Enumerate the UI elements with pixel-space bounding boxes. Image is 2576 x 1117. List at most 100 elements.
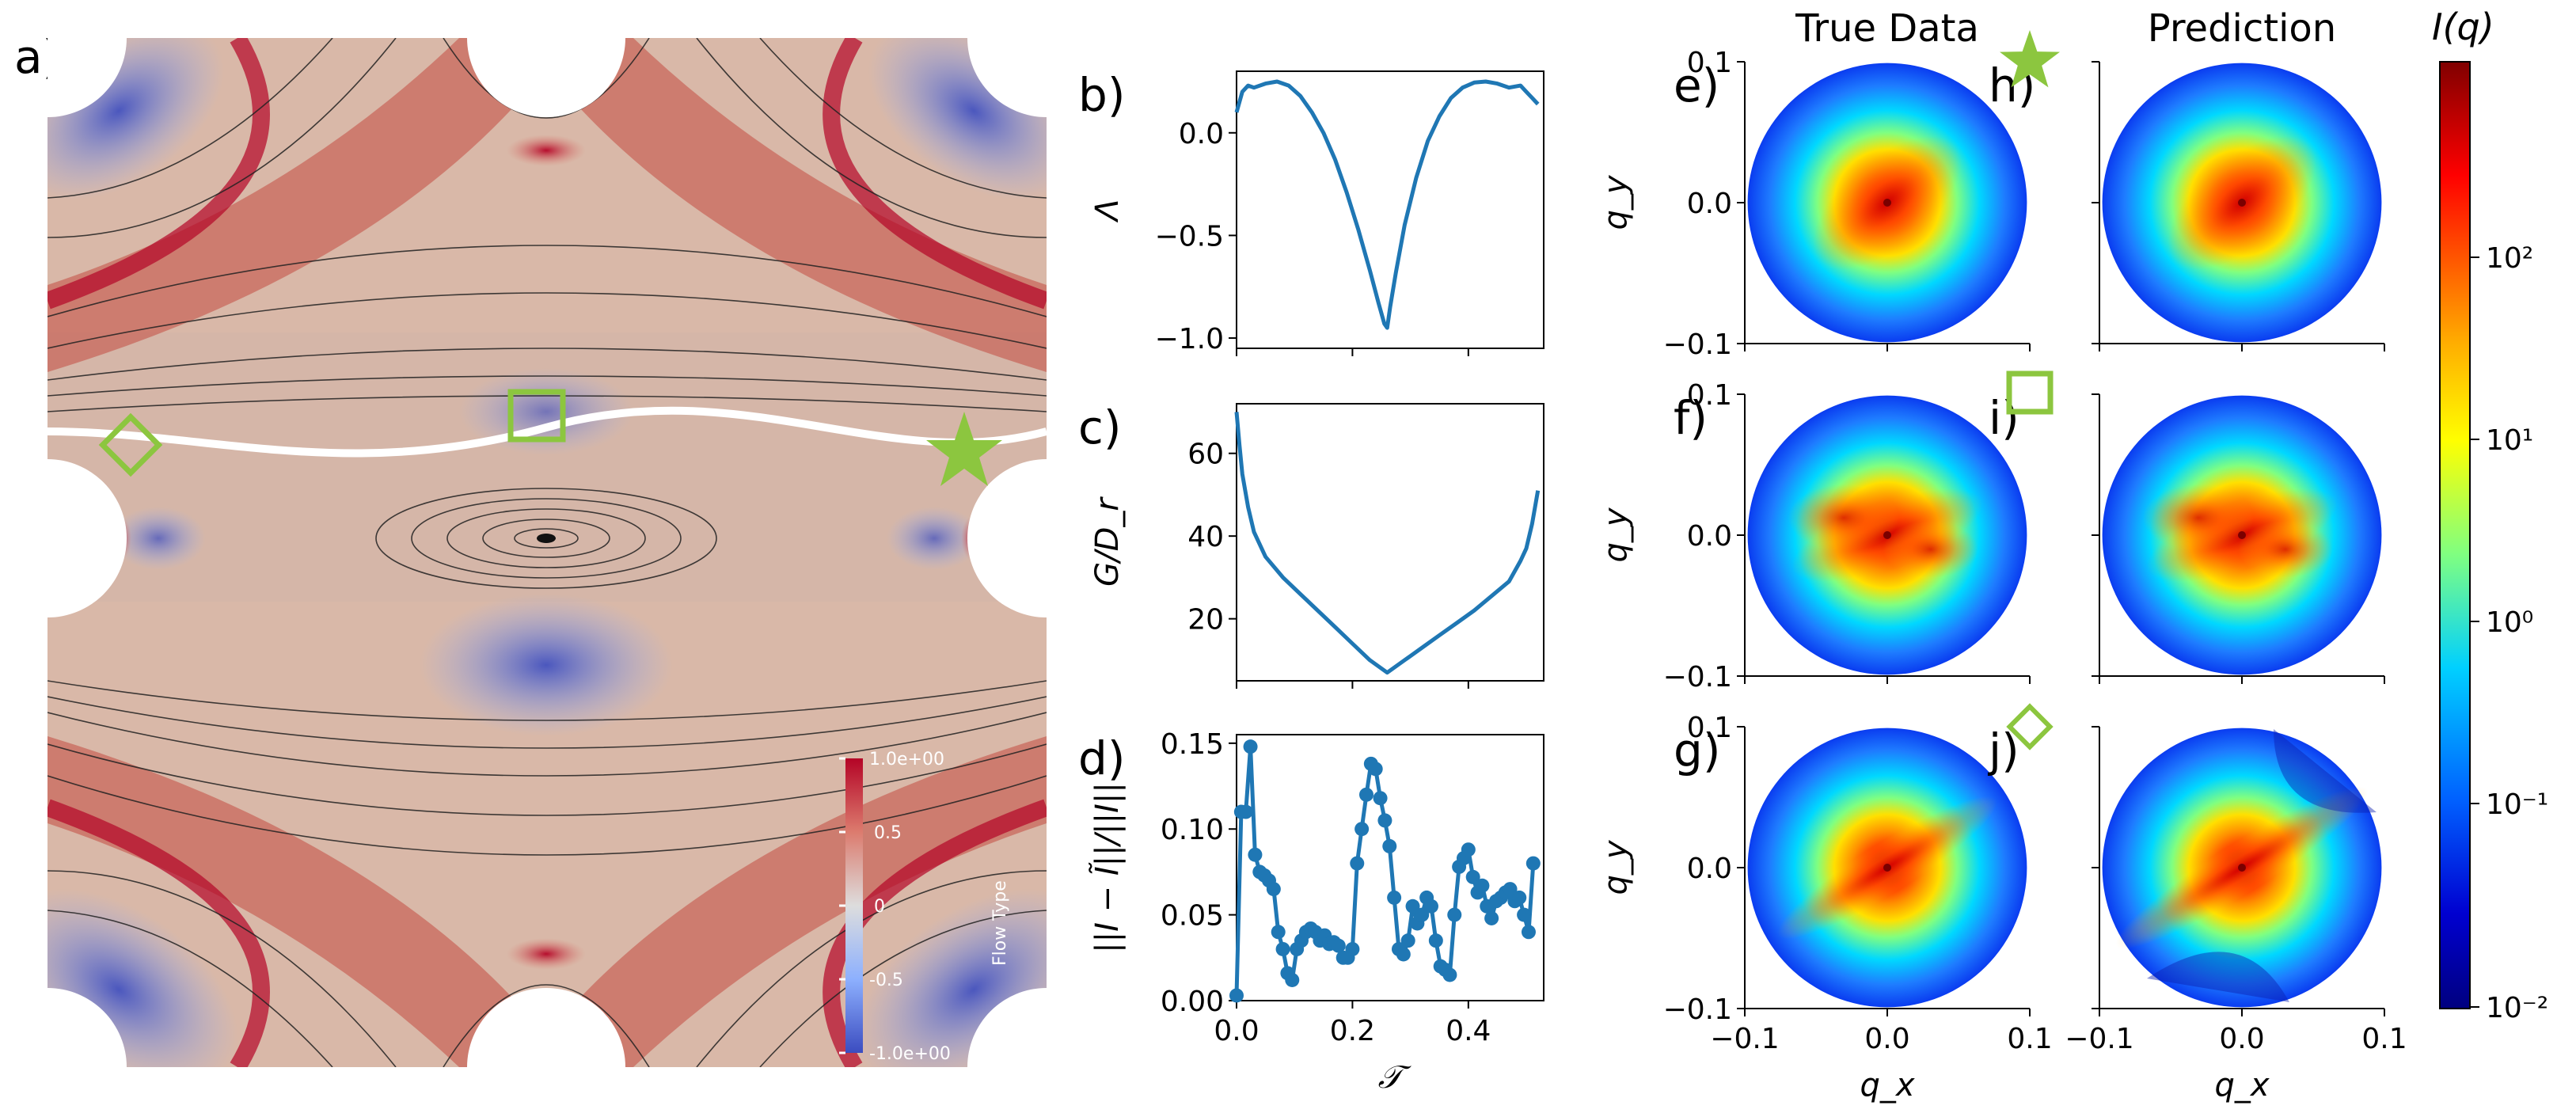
chart-d: d) 0.00 0.05 0.10 0.15 0.0 0.2 0.4 ||I − Ĩ||/||I… <box>1078 728 1544 1096</box>
data-point <box>1503 882 1518 897</box>
y-tick-label: 0.0 <box>1179 118 1224 150</box>
flow-colorbar: 1.0e+00 0.5 0 -0.5 -1.0e+00 Flow Type <box>839 750 1010 1064</box>
artifact-shade <box>2274 729 2377 813</box>
artifact-shade <box>2147 952 2289 1002</box>
data-point <box>1275 941 1290 956</box>
x-tick-label: 0.4 <box>1446 1015 1491 1047</box>
center-peak <box>2238 864 2246 872</box>
trajectory-line <box>47 406 1047 458</box>
y-tick-label: 0.05 <box>1161 900 1224 933</box>
flow-cbar-tick: -0.5 <box>869 971 903 990</box>
square-marker-icon <box>2006 370 2054 415</box>
data-point <box>1271 925 1286 940</box>
panel-label: g) <box>1674 724 1720 777</box>
data-point <box>1475 878 1490 893</box>
data-point <box>1229 988 1244 1003</box>
y-tick-label: 0.1 <box>1687 47 1732 79</box>
streamlines <box>47 38 1047 1067</box>
series-line <box>1234 79 1540 330</box>
data-point <box>1415 907 1430 922</box>
center-peak <box>1883 199 1891 207</box>
y-tick-label: 0.15 <box>1161 728 1224 761</box>
scattering-panels: True Data Prediction−0.10.00.1q_ye) h)−0.1… <box>1598 6 2407 1104</box>
data-point <box>1517 907 1532 922</box>
data-point <box>1423 899 1438 914</box>
y-tick-label: −1.0 <box>1155 323 1224 355</box>
y-tick-label: 0.0 <box>1687 188 1732 220</box>
y-axis-label: G/D_r <box>1089 496 1126 587</box>
x-tick-label: −0.1 <box>1710 1023 1779 1055</box>
scattering-panel: h) <box>1989 59 2385 351</box>
data-point <box>1428 933 1443 948</box>
y-tick-label: 0.1 <box>1687 712 1732 744</box>
chart-frame <box>1236 734 1544 1001</box>
diamond-marker-icon <box>2006 703 2054 750</box>
column-title-prediction: Prediction <box>2148 6 2336 51</box>
intensity-lobe <box>2238 521 2333 578</box>
data-point <box>1525 856 1541 871</box>
y-axis-label: q_y <box>1598 839 1634 895</box>
y-tick-label: −0.1 <box>1663 661 1732 693</box>
data-point <box>1238 804 1253 819</box>
y-axis-label: Λ <box>1089 199 1126 222</box>
intensity-cbar-tick: 10⁻¹ <box>2486 788 2548 821</box>
flow-cbar-title: Flow Type <box>990 880 1010 966</box>
flow-cbar-tick: 0.5 <box>874 823 902 843</box>
data-point <box>1382 838 1397 853</box>
star-marker-icon <box>926 412 1002 486</box>
x-tick-label: 0.0 <box>2219 1023 2264 1055</box>
y-tick-label: −0.5 <box>1155 220 1224 253</box>
center-peak <box>1883 531 1891 539</box>
data-point <box>1350 856 1365 871</box>
y-axis-label: q_y <box>1598 507 1634 562</box>
scattering-panel: −0.1 0.0 0.1 q_y e) <box>1598 47 2031 361</box>
intensity-cbar-title: I(q) <box>2432 6 2494 48</box>
intensity-lobe <box>1788 484 1899 551</box>
flow-cbar-tick: 1.0e+00 <box>869 750 944 769</box>
data-point <box>1266 882 1281 897</box>
data-point <box>1354 822 1370 837</box>
star-marker-icon <box>2000 30 2060 88</box>
data-point <box>1368 762 1383 777</box>
x-tick-label: 0.1 <box>2361 1023 2407 1055</box>
data-point <box>1377 813 1392 828</box>
chart-frame <box>1236 70 1544 349</box>
scattering-panel: j)−0.1 0.0 0.1q_x <box>1987 724 2407 1104</box>
panel-label: d) <box>1078 731 1125 785</box>
y-tick-label: 0.0 <box>1687 853 1732 885</box>
panel-a: a) <box>14 30 1047 1067</box>
data-point <box>1373 791 1388 806</box>
series-line <box>1234 412 1541 675</box>
center-peak <box>1883 864 1891 872</box>
y-tick-label: 20 <box>1187 604 1224 636</box>
data-point <box>1345 941 1360 956</box>
data-point <box>1396 947 1411 962</box>
intensity-cbar-tick: 10² <box>2486 242 2533 275</box>
data-point <box>1248 847 1263 862</box>
chart-frame <box>1236 403 1544 682</box>
intensity-cbar-tick: 10⁰ <box>2486 606 2533 639</box>
data-point <box>1461 842 1476 857</box>
data-point <box>1358 787 1373 802</box>
y-tick-label: 40 <box>1187 521 1224 553</box>
diamond-marker-icon <box>98 412 163 477</box>
data-point <box>1405 899 1420 914</box>
intensity-lobe <box>1883 521 1978 578</box>
intensity-cbar-tick: 10⁻² <box>2486 992 2548 1024</box>
scattering-panel: i) <box>1989 391 2385 684</box>
center-peak <box>2238 199 2246 207</box>
line-charts: b) 0.0 −0.5 −1.0 Λc) 20 40 60 G/D_r d) 0.00 0.05 0.1… <box>1078 68 1544 1096</box>
chart-c: c) 20 40 60 G/D_r <box>1078 401 1544 689</box>
data-point <box>1400 933 1415 948</box>
y-tick-label: 0.00 <box>1161 986 1224 1018</box>
scattering-panel: −0.1 0.0 0.1 q_y g) −0.1 0.0 0.1 q_x <box>1598 712 2053 1104</box>
data-point <box>1243 739 1258 754</box>
y-tick-label: 0.0 <box>1687 520 1732 553</box>
y-tick-label: 0.1 <box>1687 379 1732 412</box>
flow-field <box>47 38 1047 1067</box>
center-peak <box>2238 531 2246 539</box>
x-tick-label: −0.1 <box>2065 1023 2133 1055</box>
data-point <box>1331 938 1346 953</box>
column-title-true: True Data <box>1795 6 1979 51</box>
